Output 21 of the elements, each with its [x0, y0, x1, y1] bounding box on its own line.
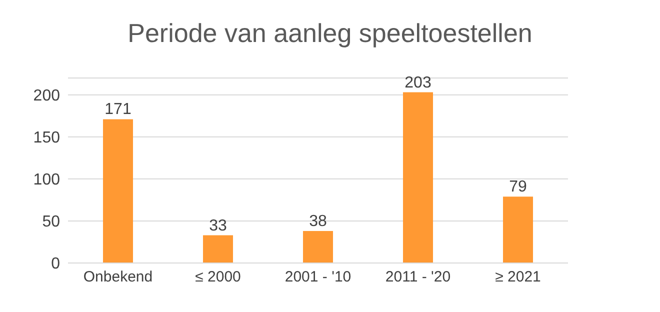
x-tick-label: 2001 - '10 — [284, 268, 352, 286]
bar — [303, 231, 333, 263]
data-label: 79 — [509, 178, 527, 196]
data-label: 33 — [209, 217, 227, 234]
x-tick-label: ≤ 2000 — [195, 268, 241, 286]
bar — [403, 92, 433, 263]
y-tick-label: 0 — [51, 256, 60, 273]
data-label: 203 — [404, 74, 432, 92]
bar — [103, 119, 133, 263]
y-tick-label: 50 — [42, 214, 60, 231]
data-label: 38 — [309, 213, 327, 230]
y-tick-label: 100 — [33, 172, 60, 189]
x-tick-label: 2011 - '20 — [385, 268, 451, 286]
chart-title: Periode van aanleg speeltoestellen — [126, 17, 534, 50]
bar — [203, 235, 233, 263]
y-tick-label: 200 — [33, 88, 60, 104]
x-tick-label: ≥ 2021 — [495, 268, 541, 286]
y-tick-label: 150 — [33, 130, 60, 147]
bar — [503, 196, 533, 263]
data-label: 171 — [104, 101, 132, 118]
x-tick-label: Onbekend — [83, 268, 153, 286]
